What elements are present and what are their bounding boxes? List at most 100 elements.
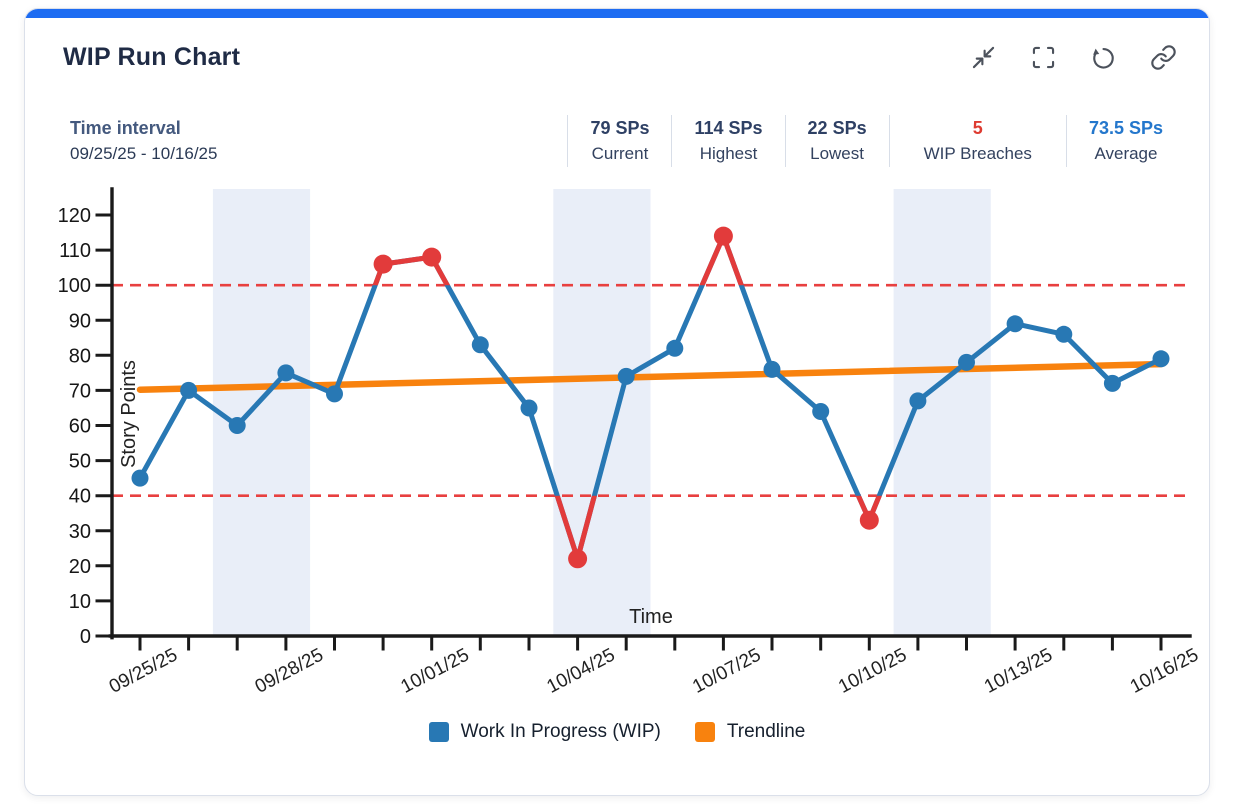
y-tick-label: 0	[80, 626, 91, 648]
y-tick-label: 90	[69, 310, 91, 332]
x-tick-label: 10/16/25	[1127, 645, 1202, 698]
wip-series-swatch	[428, 722, 449, 742]
legend-item-trendline[interactable]: Trendline	[694, 721, 806, 743]
fullscreen-icon	[1032, 46, 1055, 69]
weekend-band	[212, 189, 311, 636]
card-header: WIP Run Chart	[63, 43, 1185, 72]
data-point[interactable]	[859, 510, 879, 530]
time-interval-range: 09/25/25 - 10/16/25	[70, 144, 218, 163]
chart-legend: Work In Progress (WIP) Trendline	[25, 721, 1209, 743]
stat-label: Average	[1094, 144, 1158, 163]
svg-text:10/01/25: 10/01/25	[398, 645, 473, 698]
time-interval-label: Time interval	[70, 118, 181, 138]
data-point[interactable]	[131, 469, 149, 487]
x-tick-label: 09/28/25	[252, 645, 327, 698]
x-tick-label: 10/07/25	[689, 645, 764, 698]
data-point[interactable]	[909, 392, 927, 410]
x-tick-label: 10/10/25	[835, 645, 910, 698]
svg-text:10/13/25: 10/13/25	[981, 645, 1056, 698]
y-tick-label: 80	[69, 345, 91, 367]
stat-current: 79 SPs Current	[567, 115, 671, 167]
legend-label-trendline: Trendline	[726, 721, 806, 742]
axes	[95, 187, 1192, 651]
y-tick-label: 120	[58, 205, 91, 227]
x-tick-label: 10/13/25	[981, 645, 1056, 698]
wip-line[interactable]	[137, 233, 1164, 562]
data-point[interactable]	[812, 403, 830, 420]
stat-highest: 114 SPs Highest	[671, 115, 784, 167]
data-point[interactable]	[1103, 374, 1121, 392]
x-axis-title: Time	[629, 606, 673, 628]
data-point[interactable]	[520, 399, 538, 417]
svg-text:Story Points: Story Points	[118, 360, 140, 468]
data-point[interactable]	[373, 254, 393, 274]
stat-label: Current	[591, 144, 649, 163]
stat-value: 22 SPs	[807, 118, 867, 138]
stat-wip-breaches: 5 WIP Breaches	[888, 115, 1066, 167]
stat-value: 79 SPs	[590, 118, 650, 138]
reset-icon	[1093, 47, 1114, 69]
svg-text:09/28/25: 09/28/25	[252, 645, 327, 698]
data-point[interactable]	[326, 385, 343, 403]
fullscreen-button[interactable]	[1030, 44, 1057, 71]
time-interval: Time interval 09/25/25 - 10/16/25	[70, 115, 217, 167]
legend-label-wip: Work In Progress (WIP)	[460, 721, 661, 742]
card-toolbar	[970, 44, 1185, 71]
data-point[interactable]	[422, 247, 442, 267]
collapse-icon	[972, 46, 995, 69]
data-point[interactable]	[763, 360, 781, 378]
trendline-swatch	[694, 722, 715, 742]
summary-row: Time interval 09/25/25 - 10/16/25 79 SPs…	[70, 115, 1185, 167]
data-point[interactable]	[228, 417, 246, 434]
svg-text:10/04/25: 10/04/25	[543, 645, 618, 698]
y-tick-label: 10	[69, 591, 91, 613]
weekend-band	[553, 189, 651, 636]
legend-item-wip[interactable]: Work In Progress (WIP)	[428, 721, 661, 743]
data-point[interactable]	[1152, 350, 1170, 368]
data-point[interactable]	[277, 364, 295, 382]
weekend-band	[893, 189, 991, 636]
data-point[interactable]	[958, 353, 975, 371]
x-tick-label: 10/04/25	[543, 645, 618, 698]
stat-value: 5	[972, 118, 983, 138]
y-tick-label: 40	[69, 486, 91, 508]
svg-text:10/07/25: 10/07/25	[689, 645, 764, 698]
chart-area: 0 10 20 30 40 50 60 70 80 90 100 110 120 09/25/25 09/2…	[25, 186, 1209, 716]
stat-lowest: 22 SPs Lowest	[784, 115, 889, 167]
data-point[interactable]	[180, 381, 198, 399]
data-point[interactable]	[1055, 325, 1073, 343]
data-point[interactable]	[666, 339, 684, 357]
collapse-button[interactable]	[970, 44, 997, 71]
stat-label: WIP Breaches	[923, 144, 1032, 163]
svg-text:10/16/25: 10/16/25	[1127, 645, 1202, 698]
page-title: WIP Run Chart	[63, 43, 241, 71]
link-icon	[1151, 45, 1176, 70]
link-button[interactable]	[1150, 44, 1177, 71]
stat-label: Highest	[699, 144, 758, 163]
data-point[interactable]	[471, 336, 489, 354]
y-tick-label: 60	[69, 416, 91, 438]
wip-run-chart-card: WIP Run Chart	[24, 8, 1210, 796]
data-point[interactable]	[568, 549, 588, 569]
stat-value: 114 SPs	[694, 118, 763, 138]
y-tick-label: 100	[58, 275, 91, 297]
card-accent-bar	[25, 9, 1209, 18]
wip-run-chart[interactable]: 0 10 20 30 40 50 60 70 80 90 100 110 120 09/25/25 09/2…	[25, 186, 1209, 716]
y-tick-label: 50	[69, 451, 91, 473]
reset-button[interactable]	[1090, 44, 1117, 71]
x-tick-label: 10/01/25	[398, 645, 473, 698]
data-point[interactable]	[617, 367, 635, 385]
y-tick-label: 70	[69, 380, 91, 402]
svg-text:10/10/25: 10/10/25	[835, 645, 910, 698]
y-tick-label: 30	[69, 521, 91, 543]
data-point[interactable]	[713, 226, 733, 246]
y-tick-label: 110	[59, 240, 91, 262]
stats-group: 79 SPs Current 114 SPs Highest 22 SPs Lo…	[567, 115, 1185, 167]
y-axis-title: Story Points	[118, 360, 140, 468]
data-point[interactable]	[1006, 315, 1024, 333]
y-tick-label: 20	[69, 556, 91, 578]
stat-label: Lowest	[810, 144, 864, 163]
stat-value: 73.5 SPs	[1088, 118, 1163, 138]
x-tick-label: 09/25/25	[106, 645, 181, 698]
svg-text:09/25/25: 09/25/25	[106, 645, 181, 698]
